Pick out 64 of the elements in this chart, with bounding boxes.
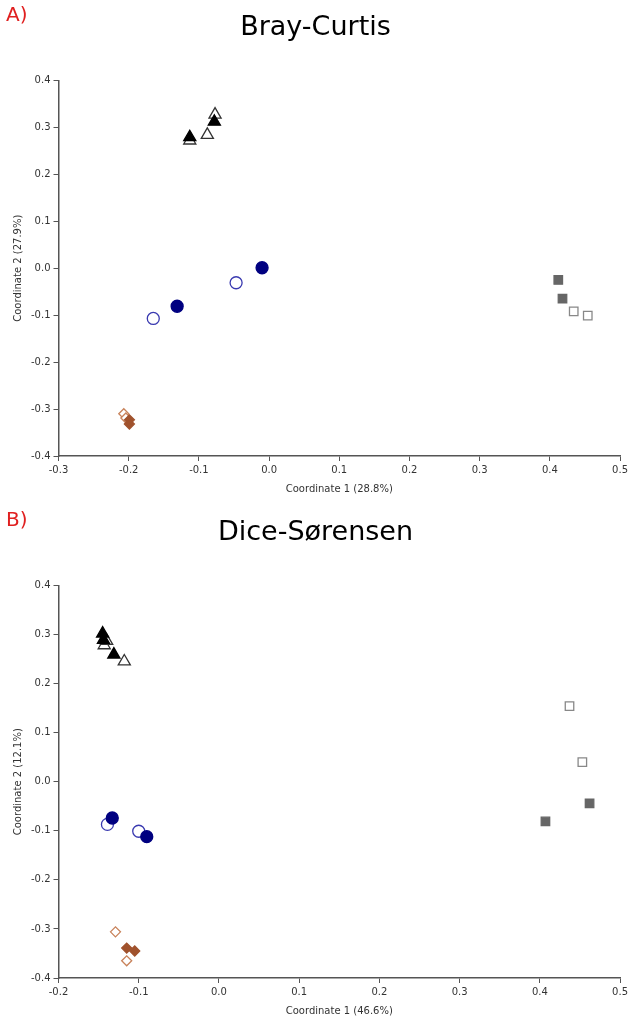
point: [140, 830, 154, 844]
y-tick-label: 0.4: [34, 578, 51, 590]
x-tick-label: 0.3: [471, 463, 488, 475]
y-tick-label: 0.3: [34, 628, 51, 640]
x-tick-label: -0.1: [189, 463, 209, 475]
x-tick-label: 0.5: [612, 463, 628, 475]
y-tick-label: 0.2: [34, 677, 51, 689]
x-tick-label: 0.5: [612, 985, 628, 997]
x-tick-label: 0.1: [291, 985, 308, 997]
x-tick-label: 0.4: [541, 463, 558, 475]
point: [146, 311, 160, 326]
x-tick-label: 0.0: [211, 985, 227, 997]
x-tick-label: -0.2: [48, 985, 69, 997]
x-tick-label: -0.1: [128, 985, 149, 997]
y-tick-label: -0.1: [31, 824, 51, 836]
x-tick-label: 0.2: [371, 985, 388, 997]
y-tick-label: -0.2: [31, 873, 51, 885]
y-tick-label: 0.4: [34, 73, 51, 85]
point: [109, 926, 122, 938]
x-tick-label: 0.3: [451, 985, 468, 997]
x-tick-label: 0.1: [331, 463, 348, 475]
point: [582, 310, 593, 321]
point: [121, 955, 133, 967]
point: [121, 942, 133, 954]
point: [105, 811, 119, 825]
y-tick-label: 0.0: [34, 261, 51, 273]
point: [553, 275, 564, 285]
point: [200, 127, 215, 140]
y-tick-label: 0.2: [34, 167, 51, 179]
x-tick-label: 0.2: [401, 463, 418, 475]
x-tick-label: -0.2: [118, 463, 139, 475]
text: A): [6, 2, 28, 27]
point: [170, 299, 184, 313]
point: [129, 945, 141, 957]
point: [255, 261, 269, 275]
x-axis-title: Coordinate 1 (46.6%): [285, 1004, 393, 1016]
point: [107, 646, 121, 659]
y-tick-label: -0.1: [31, 308, 51, 320]
y-tick-label: 0.0: [34, 775, 51, 787]
y-tick-label: -0.4: [31, 971, 51, 983]
chart-title: Dice-Sørensen: [217, 515, 414, 547]
x-tick-label: 0.0: [261, 463, 278, 475]
x-axis-title: Coordinate 1 (28.8%): [285, 482, 393, 494]
y-tick-label: -0.4: [31, 449, 51, 461]
x-tick-label: 0.4: [531, 985, 548, 997]
y-tick-label: -0.2: [31, 355, 51, 367]
point: [117, 653, 131, 666]
x-tick-label: -0.3: [48, 463, 69, 475]
point: [229, 276, 243, 290]
y-axis-title: Coordinate 2 (12.1%): [11, 728, 23, 836]
point: [584, 798, 595, 809]
chart-title: Bray-Curtis: [240, 10, 391, 42]
point: [564, 701, 575, 712]
point: [207, 114, 222, 126]
y-axis-title: Coordinate 2 (27.9%): [11, 214, 23, 322]
point: [577, 757, 588, 767]
text: B): [6, 507, 28, 532]
point: [568, 306, 579, 317]
y-tick-label: 0.1: [34, 214, 51, 226]
point: [557, 293, 568, 304]
y-tick-label: 0.1: [34, 726, 51, 738]
y-tick-label: 0.3: [34, 120, 51, 132]
y-tick-label: -0.3: [31, 402, 51, 414]
y-tick-label: -0.3: [31, 922, 51, 934]
